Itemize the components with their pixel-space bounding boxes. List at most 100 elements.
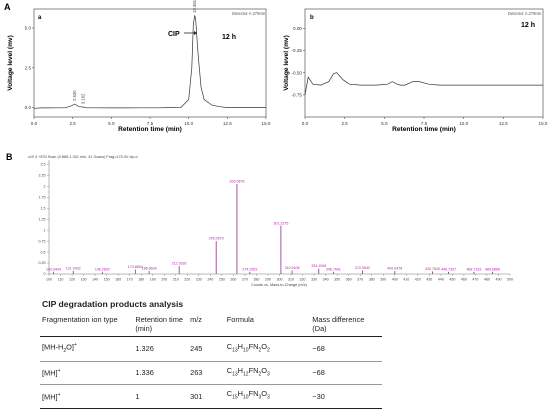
header-formula: Formula xyxy=(224,313,311,337)
cell-mz: 301 xyxy=(188,384,225,409)
spectrum-xtick-label: 260 xyxy=(230,278,236,282)
spectrum-xtick-label: 250 xyxy=(219,278,225,282)
spectrum-xtick-label: 360 xyxy=(346,278,352,282)
spectrum-peak-label: 274.2563 xyxy=(242,267,257,271)
spectrum-peak-label: 400.0478 xyxy=(387,266,402,270)
cell-retention-time: 1.336 xyxy=(133,361,189,386)
spectrum-xtick-label: 420 xyxy=(415,278,421,282)
chart-a-xtick-label: 5.0 xyxy=(108,121,115,126)
chart-a-ytick-label: 5.0 xyxy=(25,26,32,31)
spectrum-peak-label: 372.0542 xyxy=(355,266,370,270)
peak-label: 3.162 xyxy=(80,93,85,104)
spectrum-peak-label: 212.9392 xyxy=(172,262,187,266)
table-row: [MH]+ 1.336 263 C13H12FN2O3 −68 xyxy=(40,361,382,386)
spectrum-peak-label: 432.7630 xyxy=(425,267,440,271)
spectrum-ytick-label: 2.5 xyxy=(41,163,46,167)
spectrum-ytick-label: 0.25 xyxy=(39,261,46,265)
chart-a-xtick-label: 15.0 xyxy=(262,121,271,126)
spectrum-xtick-label: 150 xyxy=(104,278,110,282)
spectrum-xtick-label: 400 xyxy=(392,278,398,282)
chart-a-xtick-label: 10.0 xyxy=(184,121,193,126)
chart-a-xtick-label: 7.5 xyxy=(147,121,154,126)
spectrum-ytick-label: 1.75 xyxy=(39,195,46,199)
trace-a xyxy=(33,15,266,109)
chart-a-ytick-label: 0.0 xyxy=(25,105,32,110)
spectrum-xtick-label: 210 xyxy=(173,278,179,282)
cell-mass-difference: −30 xyxy=(310,384,382,409)
spectrum-peak-label: 468.7163 xyxy=(466,267,481,271)
spectrum-ytick-label: 2.25 xyxy=(39,174,46,178)
cell-retention-time: 1 xyxy=(133,384,189,409)
chart-b-xtick-label: 5.0 xyxy=(381,121,388,126)
spectrum-xtick-label: 500 xyxy=(507,278,513,282)
spectrum-xtick-label: 170 xyxy=(127,278,133,282)
spectrum-xtick-label: 380 xyxy=(369,278,375,282)
spectrum-xtick-label: 220 xyxy=(184,278,190,282)
panel-letter-b: b xyxy=(310,15,314,21)
panel-letter-a: a xyxy=(38,15,42,21)
detector-label-b: Detector A 279nm xyxy=(508,11,542,16)
header-mz: m/z xyxy=(188,313,225,337)
spectrum-ytick-label: 0 xyxy=(44,272,46,276)
spectrum-peak-label: 334.1008 xyxy=(311,264,326,268)
chart-a-xtick-label: 0.0 xyxy=(31,121,38,126)
spectrum-header: x10 4 +ESI Scan (0.885-1.331 min, 41 Sca… xyxy=(28,155,138,159)
plot-frame-b xyxy=(304,8,544,118)
spectrum-xtick-label: 130 xyxy=(81,278,87,282)
trace-b xyxy=(304,72,543,95)
chart-a-xtick-label: 12.5 xyxy=(223,121,232,126)
spectrum-peak-label: 103.9494 xyxy=(46,267,61,271)
spectrum-peak-label: 310.9108 xyxy=(285,266,300,270)
ylabel-b: Voltage level (mv) xyxy=(283,35,290,91)
spectrum-ytick-label: 1 xyxy=(44,228,46,232)
plot-frame-a xyxy=(33,8,267,118)
spectrum-ytick-label: 0.75 xyxy=(39,239,46,243)
spectrum-xtick-label: 100 xyxy=(46,278,52,282)
figure-label-b: B xyxy=(6,152,13,162)
time-label-a: 12 h xyxy=(222,34,236,41)
spectrum-xtick-label: 430 xyxy=(426,278,432,282)
spectrum-xtick-label: 240 xyxy=(207,278,213,282)
chart-a-xtick-label: 2.5 xyxy=(69,121,76,126)
spectrum-peak-label: 121.0432 xyxy=(66,266,81,270)
chart-b-xtick-label: 0.0 xyxy=(302,121,309,126)
spectrum-peak-label: 301.2275 xyxy=(273,221,288,225)
header-retention-time: Retention time (min) xyxy=(133,313,189,337)
peak-label: 2.630 xyxy=(72,90,77,101)
header-mass-difference: Mass difference (Da) xyxy=(310,313,382,337)
chart-b-ytick-label: 0.00 xyxy=(293,26,302,31)
spectrum-peak-label: 245.0579 xyxy=(209,237,224,241)
spectrum-xtick-label: 330 xyxy=(311,278,317,282)
spectrum-peak-label: 186.8634 xyxy=(142,266,157,270)
cell-mz: 245 xyxy=(188,336,225,362)
spectrum-xtick-label: 440 xyxy=(438,278,444,282)
spectrum-xtick-label: 320 xyxy=(300,278,306,282)
spectrum-xtick-label: 200 xyxy=(161,278,167,282)
spectrum-xtick-label: 450 xyxy=(449,278,455,282)
spectrum-peak-label: 263.0876 xyxy=(229,180,244,184)
table-row: [MH]+ 1 301 C15H10FN3O3 −30 xyxy=(40,384,382,409)
chromatogram-b: b Detector A 279nm 12 h 0.0 2.5 5.0 7.5 10.0… xyxy=(283,8,548,133)
spectrum-xtick-label: 490 xyxy=(495,278,501,282)
cell-ion-type: [MH-H2O]+ xyxy=(40,336,134,362)
cell-retention-time: 1.326 xyxy=(133,336,189,362)
chart-b-xtick-label: 15.0 xyxy=(539,121,548,126)
cell-mass-difference: −68 xyxy=(310,336,382,362)
cell-ion-type: [MH]+ xyxy=(40,361,134,386)
chart-b-ytick-label: -0.50 xyxy=(292,70,303,75)
spectrum-xtick-label: 460 xyxy=(461,278,467,282)
arrow-head xyxy=(194,31,197,35)
spectrum-xtick-label: 310 xyxy=(288,278,294,282)
spectrum-xtick-label: 390 xyxy=(380,278,386,282)
spectrum-xtick-label: 140 xyxy=(92,278,98,282)
spectrum-peak-label: 484.6866 xyxy=(485,267,500,271)
spectrum-xlabel: Counts vs. Mass-to-Charge (m/z) xyxy=(251,283,308,287)
xlabel-b: Retention time (min) xyxy=(392,126,456,133)
chart-b-ytick-label: -0.25 xyxy=(292,48,303,53)
cell-mz: 263 xyxy=(188,361,225,386)
spectrum-peak-label: 174.8854 xyxy=(128,265,143,269)
spectrum-xtick-label: 270 xyxy=(242,278,248,282)
table-row: [MH-H2O]+ 1.326 245 C13H10FN2O2 −68 xyxy=(40,336,382,362)
spectrum-xtick-label: 230 xyxy=(196,278,202,282)
